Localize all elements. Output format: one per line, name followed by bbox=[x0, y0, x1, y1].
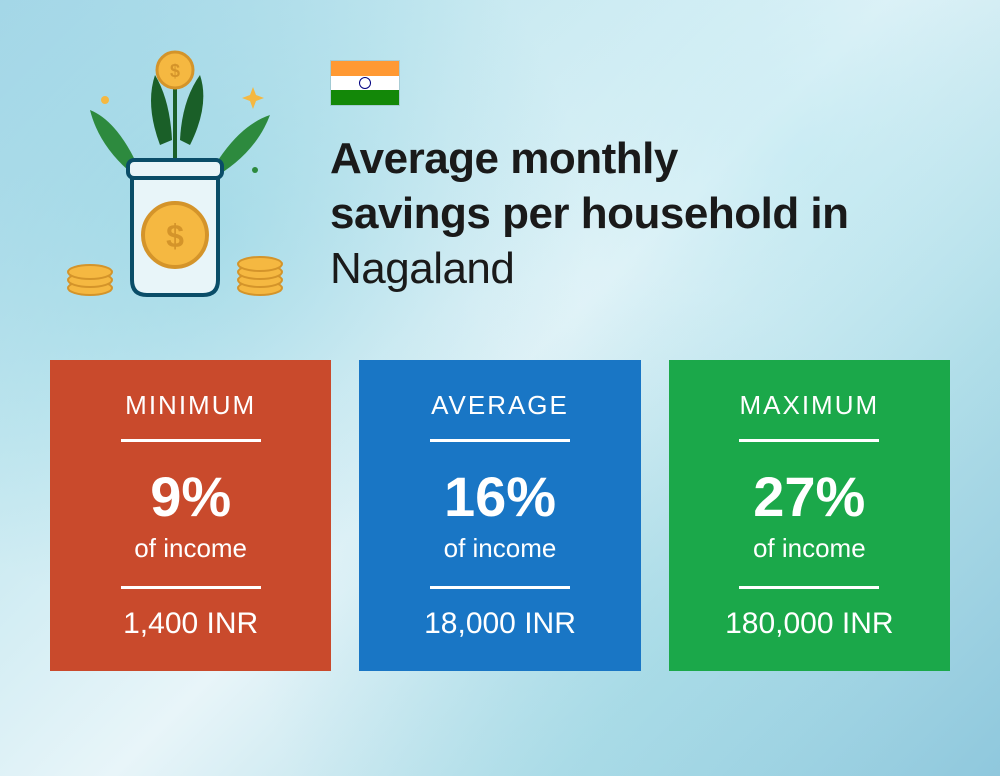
sparkle-icon bbox=[101, 96, 109, 104]
coin-stack-icon bbox=[238, 257, 282, 295]
svg-text:$: $ bbox=[166, 218, 184, 254]
card-subtext: of income bbox=[70, 533, 311, 564]
title-block: Average monthly savings per household in… bbox=[330, 50, 950, 296]
card-label: MINIMUM bbox=[70, 390, 311, 421]
india-flag-icon bbox=[330, 60, 400, 106]
divider-icon bbox=[739, 586, 879, 589]
card-amount: 18,000 INR bbox=[379, 607, 620, 641]
card-subtext: of income bbox=[689, 533, 930, 564]
sparkle-icon bbox=[252, 167, 258, 173]
savings-illustration: $ $ bbox=[60, 50, 290, 310]
card-percent: 16% bbox=[379, 464, 620, 529]
stat-card-maximum: MAXIMUM 27% of income 180,000 INR bbox=[669, 360, 950, 671]
card-subtext: of income bbox=[379, 533, 620, 564]
card-percent: 9% bbox=[70, 464, 311, 529]
stat-card-average: AVERAGE 16% of income 18,000 INR bbox=[359, 360, 640, 671]
divider-icon bbox=[121, 439, 261, 442]
card-label: AVERAGE bbox=[379, 390, 620, 421]
card-percent: 27% bbox=[689, 464, 930, 529]
stat-card-minimum: MINIMUM 9% of income 1,400 INR bbox=[50, 360, 331, 671]
card-amount: 180,000 INR bbox=[689, 607, 930, 641]
divider-icon bbox=[430, 586, 570, 589]
title-line-1: Average monthly bbox=[330, 134, 678, 183]
divider-icon bbox=[121, 586, 261, 589]
sparkle-icon bbox=[242, 87, 264, 109]
coin-stack-icon bbox=[68, 265, 112, 295]
card-amount: 1,400 INR bbox=[70, 607, 311, 641]
title-line-2: savings per household in bbox=[330, 189, 849, 238]
divider-icon bbox=[430, 439, 570, 442]
title-location: Nagaland bbox=[330, 244, 514, 293]
card-label: MAXIMUM bbox=[689, 390, 930, 421]
jar-icon: $ bbox=[128, 160, 222, 295]
stat-cards-row: MINIMUM 9% of income 1,400 INR AVERAGE 1… bbox=[0, 340, 1000, 721]
infographic-title: Average monthly savings per household in… bbox=[330, 131, 950, 296]
header-section: $ $ bbox=[0, 0, 1000, 340]
divider-icon bbox=[739, 439, 879, 442]
svg-text:$: $ bbox=[170, 61, 180, 81]
